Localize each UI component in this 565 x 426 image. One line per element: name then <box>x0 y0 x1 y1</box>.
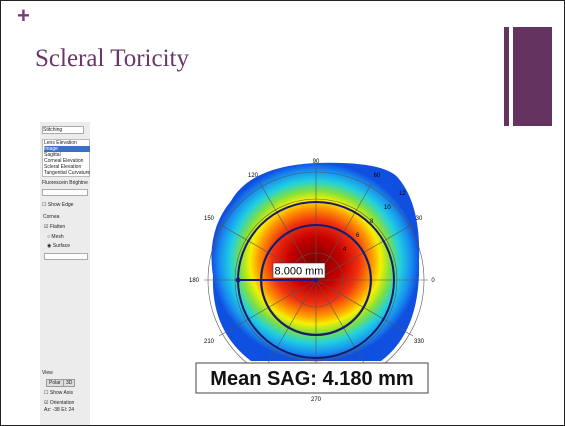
list-item[interactable]: Scleral Elevation <box>44 164 82 170</box>
label: Orientation <box>49 400 75 406</box>
angle-label: 150 <box>204 216 215 222</box>
dropdown[interactable]: Stitching <box>42 126 84 134</box>
grid-spoke <box>259 279 317 378</box>
radio[interactable]: ○ Mesh <box>47 234 64 240</box>
heat-map <box>211 162 420 361</box>
ring-label: 4 <box>343 247 347 253</box>
ring-label: 6 <box>356 233 360 239</box>
label: Surface <box>52 243 70 249</box>
measure-end <box>235 277 241 283</box>
label: Show Axis <box>49 390 73 396</box>
grid-spoke <box>315 223 414 281</box>
slider[interactable] <box>42 189 88 196</box>
angle-label: 30 <box>416 216 423 222</box>
deco-block <box>513 27 552 126</box>
label: Flatten <box>49 224 66 230</box>
radio[interactable]: ◉ Surface <box>47 243 70 249</box>
angle-label: 330 <box>414 339 425 345</box>
list-item[interactable]: Tangential Curvature <box>44 170 91 176</box>
group-label: View <box>42 370 53 376</box>
list-item[interactable]: Lens Elevation <box>44 140 77 146</box>
ring-label: 8 <box>370 219 374 225</box>
angle-label: 0 <box>431 278 435 284</box>
deco-bar <box>504 27 509 126</box>
checkbox[interactable]: ☑ Flatten <box>44 224 66 230</box>
ring-label: 12 <box>399 191 406 197</box>
mean-sag: Mean SAG: 4.180 mm <box>210 368 413 390</box>
grid-spoke <box>218 279 317 337</box>
title: Scleral Toricity <box>35 45 189 72</box>
angle-label: 180 <box>189 278 200 284</box>
measure-box <box>272 262 326 279</box>
list-item[interactable]: Image <box>44 146 90 152</box>
angle-label: 90 <box>313 159 320 165</box>
plus: + <box>17 3 30 28</box>
list-item[interactable]: Corneal Elevation <box>44 158 84 164</box>
slider[interactable] <box>44 253 88 260</box>
measure-label: 8.000 mm <box>275 266 324 278</box>
checkbox[interactable]: ☑ Orientation <box>44 400 75 406</box>
side-panel: Stitching Lens Elevation Image Sagittal Cor… <box>40 122 90 425</box>
angle-label: 210 <box>204 339 215 345</box>
label: Mesh <box>51 234 64 240</box>
ring-label: 10 <box>384 205 391 211</box>
grid-spoke <box>315 279 373 378</box>
group-label: Cornea <box>43 214 60 220</box>
label: Az: -38 El: 24 <box>44 407 75 413</box>
label: Fluorescein Brightne <box>42 180 88 186</box>
angle-label: 60 <box>374 173 381 179</box>
button[interactable]: 3D <box>63 379 76 387</box>
angle-label: 120 <box>248 173 259 179</box>
list-item[interactable]: Sagittal <box>44 152 61 158</box>
sag-box <box>195 362 429 394</box>
angle-label: 270 <box>311 397 322 403</box>
list-box[interactable]: Lens Elevation Image Sagittal Corneal Eleva… <box>42 139 90 177</box>
checkbox[interactable]: ☐ Show Axis <box>44 390 73 396</box>
polar-grid <box>204 168 428 392</box>
grid-spoke <box>315 279 414 337</box>
measure-end <box>313 277 319 283</box>
checkbox[interactable]: ☐ Show Edge <box>42 202 74 208</box>
label: Show Edge <box>47 202 74 208</box>
